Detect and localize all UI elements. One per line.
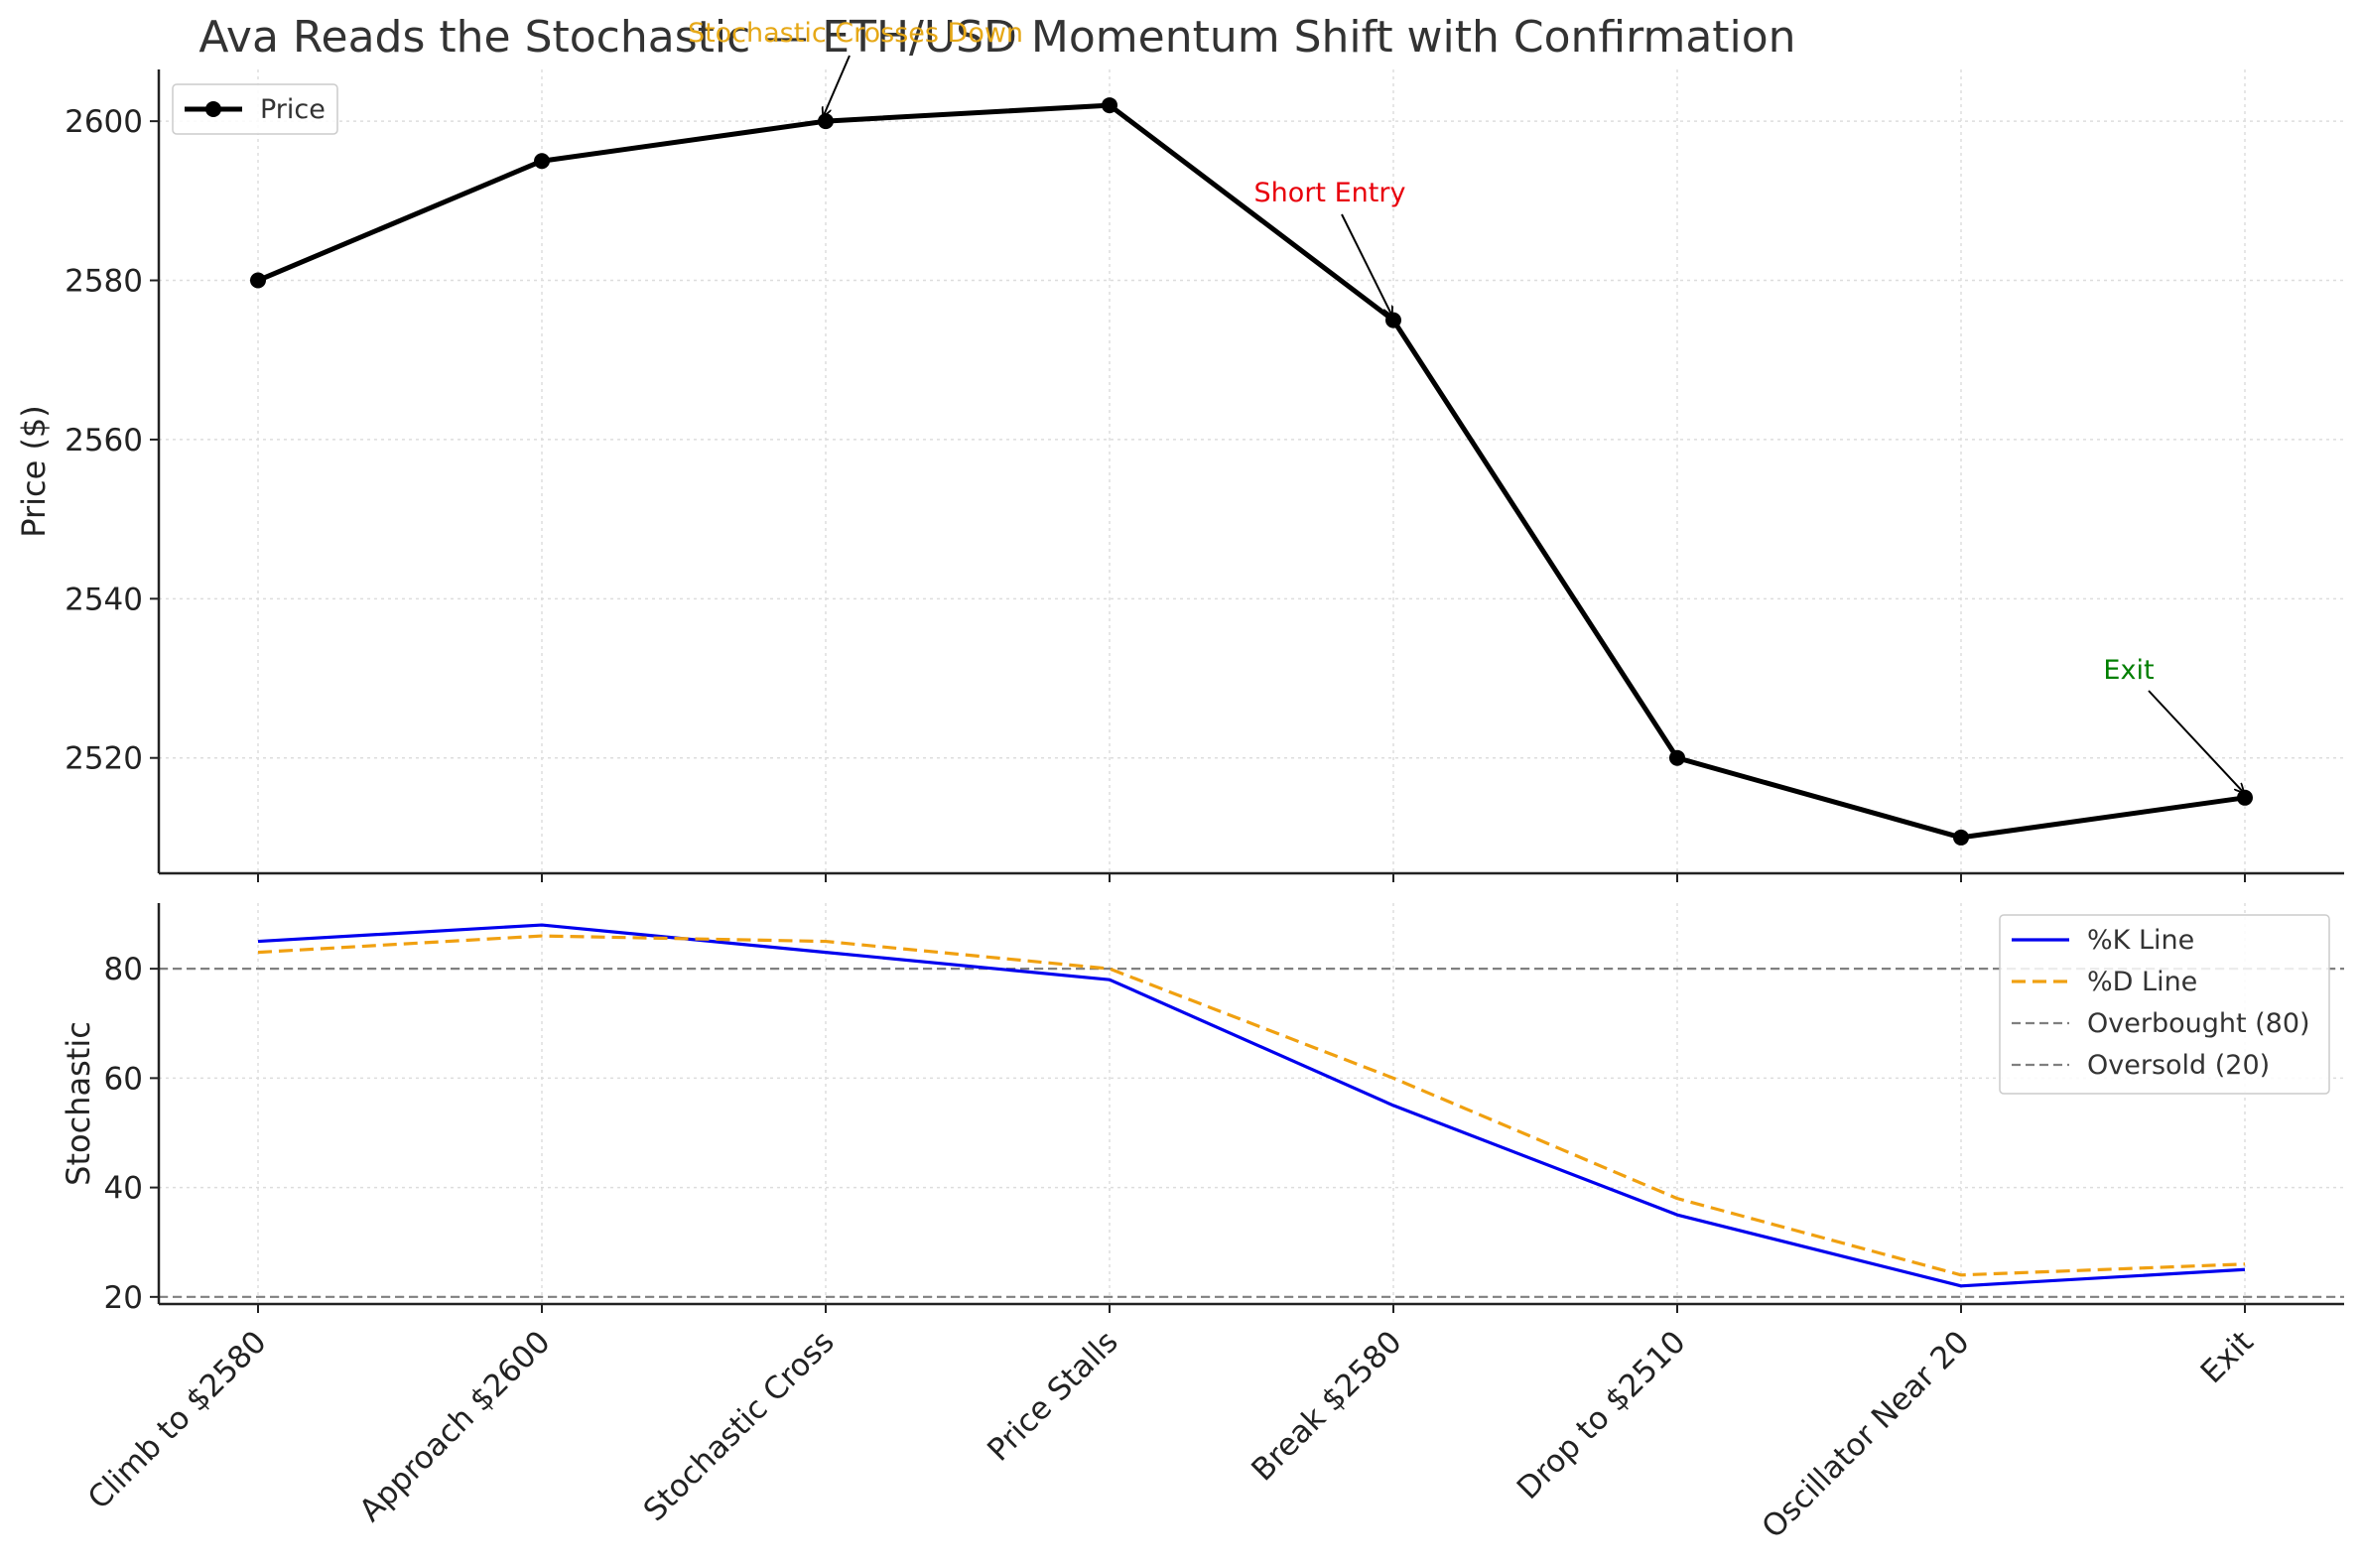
- legend-box: [1999, 914, 2330, 1095]
- data-point: [818, 113, 834, 130]
- y-tick-label: 60: [104, 1061, 143, 1097]
- y-tick-label: 2580: [65, 264, 143, 300]
- annotation-label: Stochastic Crosses Down: [688, 18, 1023, 49]
- series-line: [257, 102, 2246, 841]
- annotation-arrow: [2148, 690, 2243, 792]
- y-tick-label: 2560: [65, 423, 143, 458]
- series-line: [257, 934, 2246, 1277]
- series-line: [257, 923, 2246, 1288]
- data-point: [2237, 789, 2253, 806]
- x-tick-label: Break $2580: [1245, 1324, 1408, 1488]
- x-tick-label: Drop to $2510: [1510, 1324, 1693, 1506]
- x-tick-label: Stochastic Cross: [637, 1324, 842, 1528]
- legend-marker: [205, 101, 221, 117]
- x-tick-label: Oscillator Near 20: [1756, 1324, 1977, 1545]
- legend-label: Overbought (80): [2087, 1008, 2310, 1039]
- legend-label: %K Line: [2087, 925, 2194, 956]
- data-point: [1953, 829, 1969, 846]
- y-axis-title: Stochastic: [60, 1021, 97, 1186]
- annotation-label: Short Entry: [1254, 178, 1406, 208]
- data-point: [1385, 312, 1401, 328]
- y-tick-label: 2600: [65, 104, 143, 140]
- data-point: [1669, 749, 1685, 766]
- x-tick-label: Exit: [2194, 1324, 2261, 1390]
- y-tick-label: 20: [104, 1280, 143, 1316]
- y-tick-label: 40: [104, 1171, 143, 1207]
- price-panel: 2520 2540 2560 2580 2600 Price ($) Stochastic …: [15, 18, 2344, 882]
- legend-label: Price: [260, 94, 326, 125]
- data-point: [534, 153, 550, 170]
- y-tick-label: 80: [104, 952, 143, 987]
- annotation-arrow: [824, 55, 851, 115]
- legend-label: Oversold (20): [2087, 1050, 2270, 1081]
- x-tick-label: Approach $2600: [352, 1324, 557, 1528]
- legend-box: [172, 83, 338, 135]
- data-point: [250, 272, 266, 289]
- y-axis-title: Price ($): [15, 405, 53, 538]
- x-tick-label: Climb to $2580: [81, 1324, 274, 1516]
- legend-label: %D Line: [2087, 967, 2197, 997]
- annotation-arrow: [1341, 213, 1391, 315]
- x-tick-label: Price Stalls: [981, 1324, 1124, 1468]
- y-tick-label: 2540: [65, 582, 143, 617]
- annotation-label: Exit: [2103, 655, 2154, 686]
- chart-title: Ava Reads the Stochastic — ETH/USD Momen…: [198, 12, 1795, 63]
- data-point: [1102, 97, 1117, 114]
- y-tick-label: 2520: [65, 741, 143, 777]
